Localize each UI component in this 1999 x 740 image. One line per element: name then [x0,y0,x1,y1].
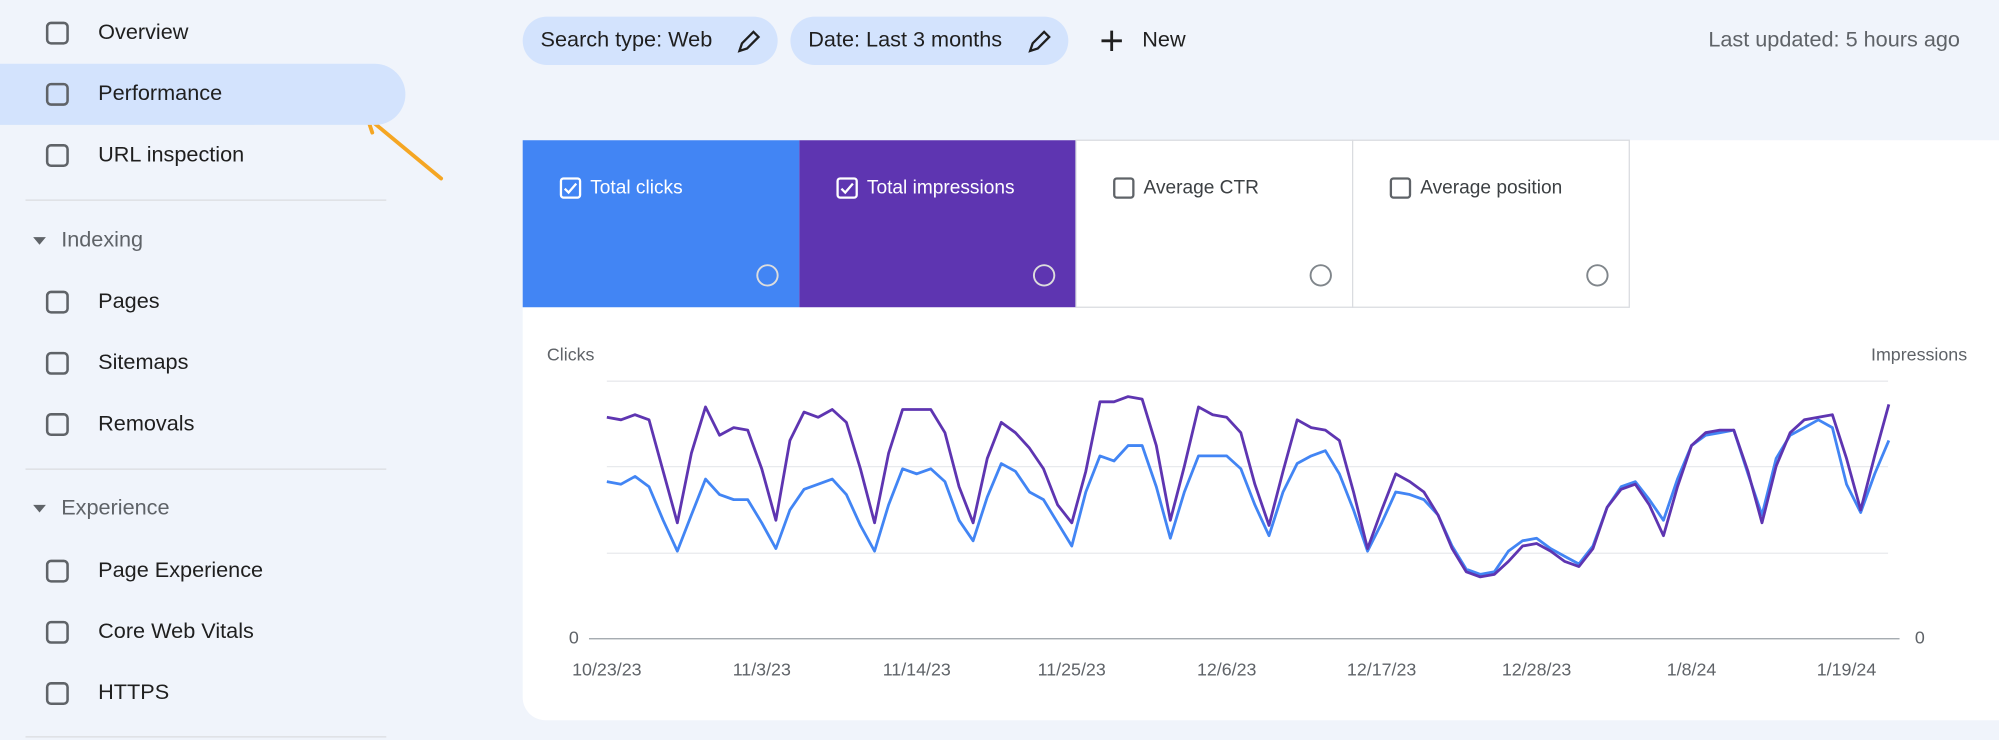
x-tick-label: 12/28/23 [1502,659,1571,679]
x-tick-label: 11/3/23 [733,659,791,679]
metric-card[interactable] [522,140,800,308]
collapse-caret [33,504,46,513]
last-updated: Last updated: 5 hours ago [1708,27,1960,52]
nav-item[interactable]: Sitemaps [98,349,188,374]
plus-icon [1101,30,1122,51]
metric-label: Total impressions [867,178,1015,199]
filter-label: Date: Last 3 months [808,27,1002,52]
metric-label: Average position [1420,178,1562,199]
y-tick-label: 0 [569,627,579,647]
filter-chip[interactable] [790,16,1069,66]
x-tick-label: 11/25/23 [1038,659,1106,679]
nav-icon [45,351,69,375]
nav-item[interactable]: HTTPS [98,679,169,704]
x-tick-label: 10/23/23 [572,659,641,679]
y2-tick-label: 0 [1915,627,1925,647]
checkbox [559,177,582,199]
nav-item[interactable]: Overview [98,19,189,44]
x-tick-label: 1/8/24 [1667,659,1717,679]
filter-label: Search type: Web [541,27,713,52]
metric-label: Total clicks [590,178,682,199]
collapse-caret [33,237,46,245]
metric-label: Average CTR [1144,178,1259,199]
nav-active-bg [0,63,406,125]
y-axis-title: Clicks [547,344,595,364]
nav-item[interactable]: Performance [98,80,222,105]
nav-icon [45,682,69,706]
nav-item[interactable]: Pages [98,288,160,313]
metric-card[interactable] [799,140,1076,308]
nav-section[interactable]: Indexing [61,227,143,252]
edit-icon [737,30,761,53]
nav-item[interactable]: Removals [98,410,194,435]
checkmark [840,182,854,195]
checkbox [1389,177,1412,199]
help-icon [1309,264,1332,287]
grid-decoration [606,380,1889,554]
help-icon [1586,264,1609,287]
nav-item[interactable]: Core Web Vitals [98,618,254,643]
nav-item[interactable]: Page Experience [98,557,263,582]
nav-icon [45,620,69,644]
nav-icon [45,290,69,314]
nav-icon [45,21,69,45]
nav-icon [45,413,69,437]
x-tick-label: 12/17/23 [1347,659,1416,679]
nav-icon [45,559,69,583]
nav-icon [45,82,69,106]
y2-axis-title: Impressions [1871,344,1967,364]
help-icon [1032,264,1056,287]
series-line [606,395,1891,579]
metric-card[interactable] [1351,139,1630,308]
checkbox [836,177,858,199]
checkbox [1113,177,1135,199]
metric-card[interactable] [1075,139,1354,308]
nav-section[interactable]: Experience [61,494,169,519]
x-tick-label: 11/14/23 [883,659,951,679]
checkmark [563,182,578,195]
new-button[interactable]: New [1142,27,1186,52]
nav-item[interactable]: URL inspection [98,141,244,166]
series-line [606,418,1891,576]
arrow-annotation [365,115,444,181]
x-tick-label: 1/19/24 [1817,659,1877,679]
x-tick-label: 12/6/23 [1197,659,1257,679]
nav-icon [45,144,69,168]
edit-icon [1028,30,1051,53]
filter-chip[interactable] [522,16,778,66]
help-icon [756,264,779,287]
